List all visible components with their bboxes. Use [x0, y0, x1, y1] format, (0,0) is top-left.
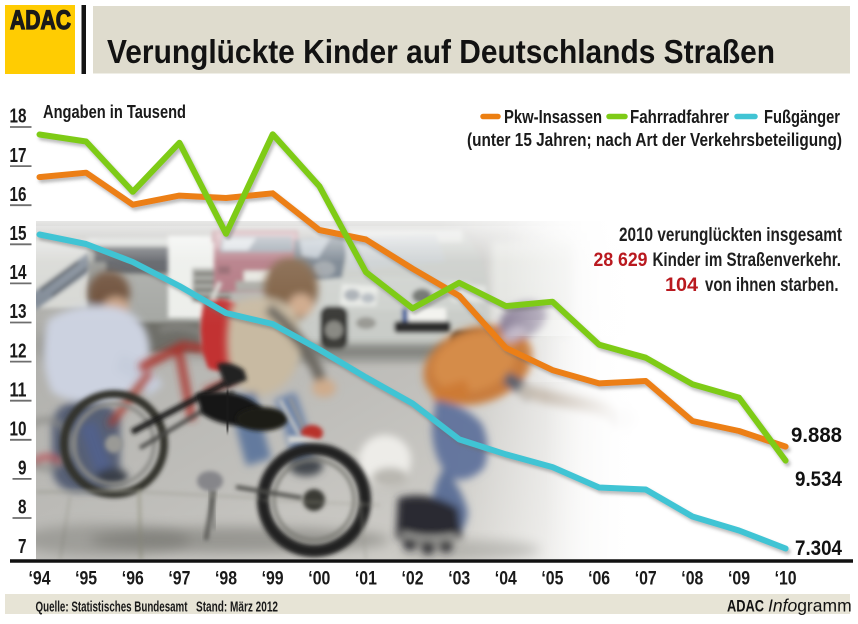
svg-text:28 629: 28 629 — [594, 250, 648, 271]
svg-text:Fußgänger: Fußgänger — [764, 106, 840, 127]
svg-text:‘94: ‘94 — [29, 569, 51, 590]
svg-text:7: 7 — [18, 536, 27, 558]
svg-text:Quelle: Statistisches Bundesam: Quelle: Statistisches Bundesamt — [36, 599, 188, 616]
svg-text:Verunglückte Kinder auf Deutsc: Verunglückte Kinder auf Deutschlands Str… — [107, 33, 775, 70]
svg-text:(unter 15 Jahren; nach Art der: (unter 15 Jahren; nach Art der Verkehrsb… — [467, 129, 842, 150]
svg-text:15: 15 — [10, 223, 27, 245]
svg-text:9: 9 — [18, 458, 27, 480]
svg-text:Pkw-Insassen: Pkw-Insassen — [504, 106, 602, 127]
svg-text:ADAC: ADAC — [727, 598, 764, 616]
svg-text:2010 verunglückten insgesamt: 2010 verunglückten insgesamt — [619, 225, 843, 246]
svg-text:‘04: ‘04 — [495, 569, 517, 590]
svg-text:9.534: 9.534 — [795, 467, 842, 491]
svg-text:‘99: ‘99 — [262, 569, 284, 590]
svg-text:‘01: ‘01 — [355, 569, 377, 590]
svg-text:17: 17 — [10, 145, 27, 167]
svg-text:‘98: ‘98 — [215, 569, 237, 590]
svg-text:Stand: März 2012: Stand: März 2012 — [196, 599, 278, 616]
svg-text:8: 8 — [18, 497, 27, 519]
svg-text:Kinder im Straßenverkehr.: Kinder im Straßenverkehr. — [653, 250, 842, 271]
svg-text:‘02: ‘02 — [402, 569, 424, 590]
svg-text:‘96: ‘96 — [122, 569, 144, 590]
svg-text:Infogramm: Infogramm — [768, 596, 852, 616]
svg-text:‘00: ‘00 — [308, 569, 330, 590]
svg-text:13: 13 — [10, 301, 27, 323]
svg-text:14: 14 — [10, 262, 28, 284]
svg-text:ADAC: ADAC — [10, 5, 71, 35]
svg-text:12: 12 — [10, 340, 27, 362]
svg-text:von ihnen starben.: von ihnen starben. — [705, 275, 839, 296]
svg-text:10: 10 — [10, 419, 27, 441]
svg-text:7.304: 7.304 — [795, 536, 842, 560]
svg-text:11: 11 — [10, 379, 27, 401]
svg-text:18: 18 — [10, 106, 27, 128]
svg-text:‘06: ‘06 — [588, 569, 610, 590]
svg-text:‘09: ‘09 — [728, 569, 750, 590]
svg-text:‘95: ‘95 — [75, 569, 97, 590]
svg-text:16: 16 — [10, 184, 27, 206]
svg-text:‘97: ‘97 — [168, 569, 190, 590]
svg-text:‘03: ‘03 — [448, 569, 470, 590]
svg-text:‘07: ‘07 — [635, 569, 657, 590]
svg-text:‘05: ‘05 — [541, 569, 563, 590]
svg-text:‘08: ‘08 — [681, 569, 703, 590]
svg-text:9.888: 9.888 — [791, 423, 842, 447]
svg-text:‘10: ‘10 — [775, 569, 797, 590]
svg-text:Angaben in Tausend: Angaben in Tausend — [43, 101, 186, 122]
svg-text:Fahrradfahrer: Fahrradfahrer — [630, 106, 729, 127]
svg-text:104: 104 — [665, 275, 698, 296]
